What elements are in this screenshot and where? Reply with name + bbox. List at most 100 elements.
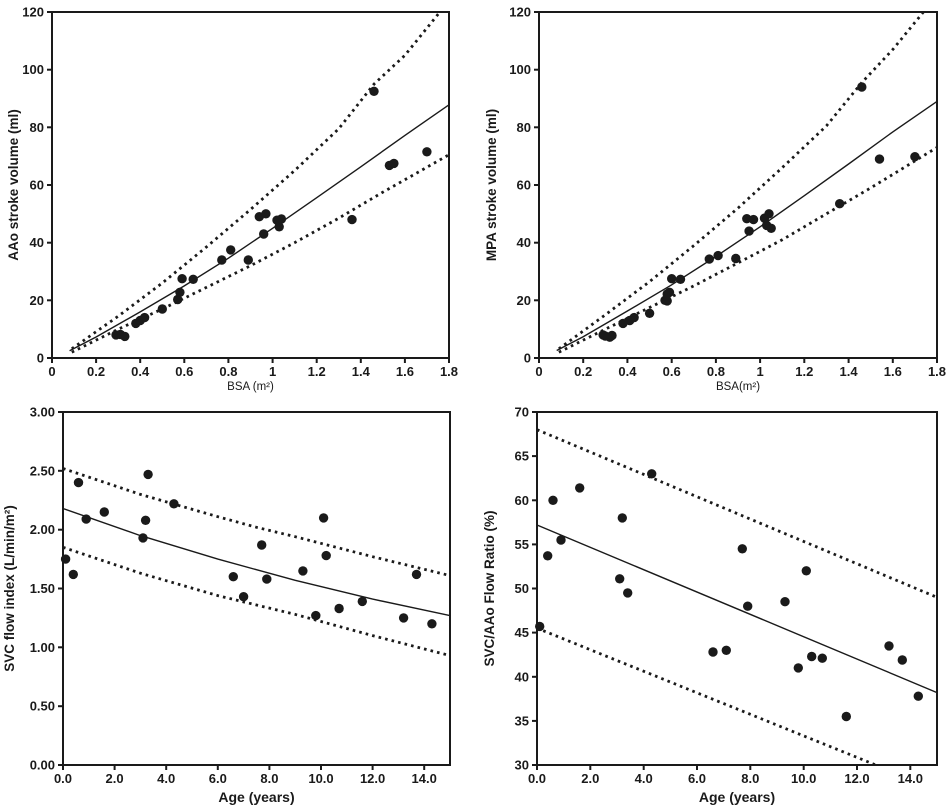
data-point — [143, 469, 153, 480]
data-point — [731, 253, 741, 264]
svg-text:100: 100 — [22, 62, 44, 77]
data-point — [422, 147, 432, 157]
svg-text:1.6: 1.6 — [884, 364, 902, 379]
data-point — [615, 574, 625, 584]
data-point — [120, 331, 130, 342]
data-point — [298, 566, 308, 576]
svg-text:1.4: 1.4 — [352, 364, 371, 379]
x-axis-title: Age (years) — [699, 789, 775, 805]
svg-text:6.0: 6.0 — [209, 771, 227, 786]
data-point — [369, 86, 379, 97]
data-point — [157, 304, 167, 314]
svg-text:40: 40 — [515, 669, 529, 684]
svg-text:1.8: 1.8 — [928, 364, 946, 379]
confidence-bands — [70, 12, 449, 354]
data-point — [274, 222, 284, 232]
confidence-bands — [537, 428, 937, 765]
x-axis-title: BSA (m²) — [227, 381, 274, 393]
data-point — [766, 223, 776, 233]
y-axis-title: SVC/AAo Flow Ratio (%) — [482, 511, 497, 667]
data-point — [173, 294, 183, 305]
y-axis-title: SVC flow index (L/min/m²) — [2, 505, 17, 672]
data-point — [262, 574, 272, 584]
svg-text:50: 50 — [515, 581, 529, 596]
svg-text:1.00: 1.00 — [30, 640, 55, 655]
data-point — [575, 483, 585, 493]
svg-text:0.6: 0.6 — [175, 364, 193, 379]
data-point — [217, 255, 227, 265]
panel-svc-flow-index: 0.0 2.0 4.0 6.0 8.0 10.0 12.0 14.0 0.00 0.50 1.00 1… — [0, 405, 474, 809]
data-point — [238, 592, 249, 602]
data-point — [318, 513, 329, 523]
svg-text:0.2: 0.2 — [574, 364, 592, 379]
svg-text:70: 70 — [515, 405, 529, 420]
svg-text:1.2: 1.2 — [795, 364, 813, 379]
data-point — [139, 312, 150, 323]
confidence-bands — [558, 12, 937, 354]
data-point — [398, 613, 409, 623]
svg-text:55: 55 — [515, 537, 529, 552]
x-axis: 0.0 2.0 4.0 6.0 8.0 10.0 12.0 14.0 — [528, 765, 923, 786]
data-point — [389, 158, 399, 169]
plot-border — [51, 11, 450, 359]
svg-text:4.0: 4.0 — [635, 771, 653, 786]
svg-text:2.0: 2.0 — [106, 771, 124, 786]
data-point — [169, 499, 179, 509]
svg-text:1.50: 1.50 — [30, 581, 55, 596]
data-point — [276, 214, 287, 224]
svg-text:65: 65 — [515, 449, 529, 464]
data-point — [764, 209, 774, 219]
svg-text:80: 80 — [517, 120, 531, 135]
y-axis: 0 20 40 60 80 100 120 — [509, 5, 539, 366]
plot-border — [538, 11, 938, 359]
svg-text:14.0: 14.0 — [898, 771, 923, 786]
data-point — [667, 274, 677, 284]
data-point — [243, 255, 253, 265]
data-point — [629, 312, 639, 323]
data-point — [334, 603, 344, 614]
data-point — [188, 274, 198, 284]
data-point — [675, 274, 686, 284]
data-point — [807, 651, 817, 662]
data-point — [556, 535, 566, 545]
data-point — [311, 610, 321, 621]
data-point — [664, 287, 675, 297]
svg-text:12.0: 12.0 — [360, 771, 385, 786]
svg-text:3.00: 3.00 — [30, 405, 55, 420]
data-point — [721, 645, 731, 655]
data-point — [801, 566, 811, 576]
svg-text:0.8: 0.8 — [707, 364, 725, 379]
data-point — [226, 245, 236, 255]
y-axis-title: AAo stroke volume (ml) — [6, 109, 21, 261]
data-point — [841, 711, 851, 722]
data-point — [68, 569, 79, 580]
data-point — [793, 663, 803, 673]
svg-text:40: 40 — [517, 235, 531, 250]
data-point — [737, 544, 747, 554]
data-point — [228, 572, 238, 582]
svg-text:0: 0 — [535, 364, 542, 379]
svg-text:20: 20 — [517, 293, 531, 308]
y-axis-title: MPA stroke volume (ml) — [484, 109, 499, 261]
data-point — [910, 152, 920, 162]
data-point — [817, 653, 827, 663]
svg-text:0.50: 0.50 — [30, 699, 55, 714]
data-point — [857, 82, 867, 92]
plot-border — [62, 411, 451, 766]
data-point — [897, 655, 907, 665]
x-axis: 0 0.2 0.4 0.6 0.8 1 1.2 1.4 1.6 1.8 — [535, 358, 946, 379]
svg-text:0.4: 0.4 — [618, 364, 637, 379]
data-point — [743, 601, 753, 611]
data-point — [321, 550, 331, 561]
svg-text:60: 60 — [517, 178, 531, 193]
data-point — [548, 495, 558, 505]
data-point — [744, 226, 754, 236]
svg-text:0.2: 0.2 — [87, 364, 105, 379]
regression-line — [556, 100, 937, 352]
chart-svc-aao-flow-ratio-vs-age: 0.0 2.0 4.0 6.0 8.0 10.0 12.0 14.0 30 35 40 45 50 55 6… — [482, 405, 938, 805]
data-point — [259, 229, 269, 239]
svg-text:10.0: 10.0 — [308, 771, 333, 786]
regression-line — [69, 104, 449, 352]
svg-text:0.4: 0.4 — [131, 364, 150, 379]
